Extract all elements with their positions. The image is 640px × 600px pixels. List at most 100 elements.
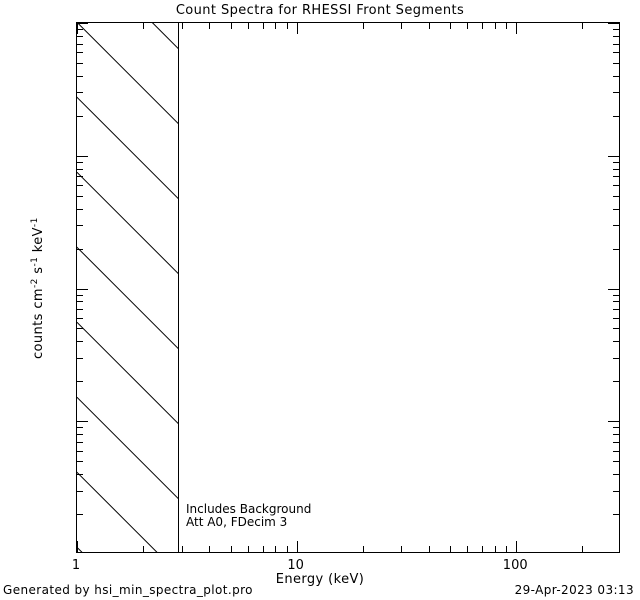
y-minor-tick-right: [613, 301, 619, 303]
y-axis-label-part: s: [31, 266, 47, 279]
y-minor-tick: [77, 341, 83, 343]
x-minor-tick-top: [275, 23, 277, 29]
x-major-tick: [296, 541, 298, 552]
y-minor-tick-right: [613, 35, 619, 37]
y-minor-tick: [77, 168, 83, 170]
y-major-tick-right: [608, 23, 619, 24]
y-minor-tick-right: [613, 225, 619, 227]
y-minor-tick-right: [613, 317, 619, 319]
x-minor-tick: [230, 546, 232, 552]
x-minor-tick: [286, 546, 288, 552]
plot-annotation: Includes Background Att A0, FDecim 3: [186, 503, 311, 529]
y-minor-tick-right: [613, 62, 619, 64]
x-minor-tick-top: [467, 23, 469, 29]
y-minor-tick: [77, 309, 83, 311]
x-minor-tick: [181, 546, 183, 552]
x-minor-tick-top: [362, 23, 364, 29]
y-axis-label-exponent: -1: [29, 217, 40, 228]
plot-area: [76, 22, 620, 553]
x-minor-tick: [582, 546, 584, 552]
x-major-tick: [77, 541, 78, 552]
y-major-tick: [77, 421, 88, 423]
y-minor-tick-right: [613, 490, 619, 492]
y-minor-tick: [77, 43, 83, 45]
x-minor-tick: [401, 546, 403, 552]
x-minor-tick: [247, 546, 249, 552]
x-minor-tick: [143, 546, 145, 552]
y-minor-tick-right: [613, 168, 619, 170]
y-minor-tick-right: [613, 427, 619, 429]
x-minor-tick-top: [428, 23, 430, 29]
x-minor-tick-top: [143, 23, 145, 29]
y-minor-tick-right: [613, 185, 619, 187]
x-major-tick-top: [77, 23, 78, 34]
y-minor-tick-right: [613, 474, 619, 476]
y-axis-label-exponent: -1: [29, 256, 40, 267]
x-minor-tick-top: [247, 23, 249, 29]
x-minor-tick-top: [401, 23, 403, 29]
y-minor-tick: [77, 115, 83, 117]
y-minor-tick: [77, 441, 83, 443]
x-minor-tick-top: [506, 23, 508, 29]
x-tick-label: 1: [71, 558, 81, 573]
x-minor-tick-top: [482, 23, 484, 29]
x-major-tick-top: [516, 23, 518, 34]
y-minor-tick: [77, 357, 83, 359]
y-minor-tick-right: [613, 248, 619, 250]
hatch-line: [77, 23, 179, 552]
x-minor-tick-top: [262, 23, 264, 29]
y-minor-tick-right: [613, 461, 619, 463]
x-minor-tick-top: [582, 23, 584, 29]
y-minor-tick: [77, 75, 83, 77]
hatch-line: [77, 23, 179, 552]
y-axis-label: counts cm-2 s-1 keV-1: [30, 108, 46, 468]
footer-timestamp: 29-Apr-2023 03:13: [514, 583, 634, 597]
y-minor-tick-right: [613, 341, 619, 343]
x-minor-tick: [482, 546, 484, 552]
y-minor-tick: [77, 185, 83, 187]
y-minor-tick: [77, 474, 83, 476]
y-major-tick-right: [608, 155, 619, 157]
y-minor-tick-right: [613, 514, 619, 516]
y-minor-tick: [77, 294, 83, 296]
y-minor-tick: [77, 248, 83, 250]
y-minor-tick: [77, 29, 83, 31]
y-minor-tick: [77, 161, 83, 163]
hatch-line: [77, 23, 179, 552]
x-minor-tick-top: [209, 23, 211, 29]
y-minor-tick: [77, 317, 83, 319]
y-axis-label-part: counts cm: [31, 288, 47, 360]
hatch-line: [77, 23, 179, 552]
x-major-tick-top: [296, 23, 298, 34]
y-minor-tick-right: [613, 115, 619, 117]
y-minor-tick: [77, 450, 83, 452]
y-minor-tick: [77, 92, 83, 94]
hatch-line: [77, 23, 179, 552]
x-minor-tick: [494, 546, 496, 552]
hatch-line: [77, 23, 179, 552]
y-minor-tick-right: [613, 176, 619, 178]
y-minor-tick: [77, 225, 83, 227]
x-tick-label: 10: [287, 558, 304, 573]
y-minor-tick-right: [613, 208, 619, 210]
x-minor-tick-top: [286, 23, 288, 29]
x-minor-tick-top: [181, 23, 183, 29]
y-minor-tick: [77, 490, 83, 492]
y-minor-tick-right: [613, 52, 619, 54]
y-axis-label-part: keV: [31, 227, 47, 257]
x-minor-tick: [428, 546, 430, 552]
x-minor-tick: [467, 546, 469, 552]
hatch-line: [77, 23, 179, 552]
y-minor-tick-right: [613, 357, 619, 359]
y-minor-tick-right: [613, 328, 619, 330]
y-axis-label-exponent: -2: [29, 278, 40, 289]
y-minor-tick: [77, 195, 83, 197]
annotation-line-2: Att A0, FDecim 3: [186, 515, 288, 529]
y-minor-tick-right: [613, 434, 619, 436]
y-major-tick: [77, 155, 88, 157]
y-minor-tick: [77, 434, 83, 436]
y-minor-tick: [77, 176, 83, 178]
footer-generator-text: Generated by hsi_min_spectra_plot.pro: [3, 583, 253, 597]
x-minor-tick: [275, 546, 277, 552]
y-minor-tick-right: [613, 309, 619, 311]
